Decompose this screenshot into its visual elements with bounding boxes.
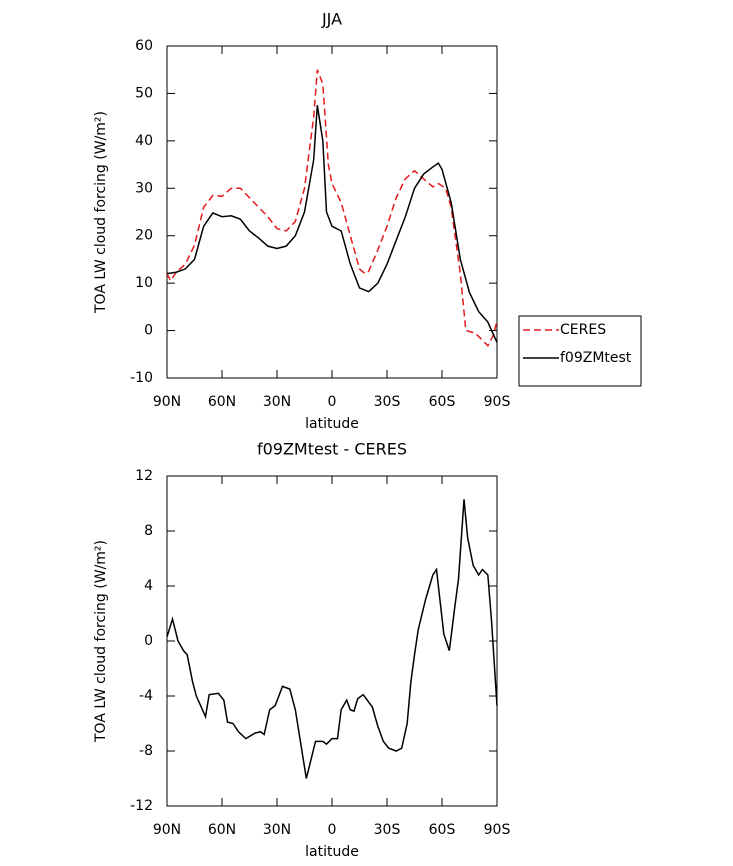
y-tick-label: 10 <box>135 275 153 291</box>
chart-title: f09ZMtest - CERES <box>257 440 407 459</box>
x-axis-label: latitude <box>305 844 359 860</box>
x-tick-label: 30S <box>374 394 401 410</box>
plot-frame <box>166 475 498 807</box>
x-tick-label: 60N <box>208 394 236 410</box>
x-axis-label: latitude <box>305 416 359 432</box>
panel: JJA latitude TOA LW cloud forcing (W/m²) 90… <box>93 10 642 432</box>
x-tick-label: 30S <box>374 822 401 838</box>
y-tick-label: 50 <box>135 85 153 101</box>
y-tick-label: 0 <box>144 323 153 339</box>
y-axis-label: TOA LW cloud forcing (W/m²) <box>93 540 109 743</box>
legend-box <box>518 315 642 387</box>
data-line <box>166 69 498 348</box>
x-tick-label: 0 <box>328 822 337 838</box>
panel: f09ZMtest - CERES latitude TOA LW cloud fo… <box>93 440 510 861</box>
data-line <box>166 499 498 779</box>
y-tick-label: 8 <box>144 523 153 539</box>
y-tick-label: 40 <box>135 133 153 149</box>
x-tick-label: 30N <box>263 394 291 410</box>
y-tick-label: -10 <box>130 370 153 386</box>
x-tick-label: 90N <box>153 394 181 410</box>
chart-title: JJA <box>321 10 342 29</box>
x-tick-label: 60N <box>208 822 236 838</box>
x-tick-label: 60S <box>429 394 456 410</box>
y-tick-label: 20 <box>135 228 153 244</box>
plot-frame <box>166 45 498 379</box>
x-tick-label: 90N <box>153 822 181 838</box>
legend-label: f09ZMtest <box>560 350 632 366</box>
y-tick-label: 30 <box>135 180 153 196</box>
y-tick-label: -12 <box>130 798 153 814</box>
y-axis-label: TOA LW cloud forcing (W/m²) <box>93 111 109 314</box>
y-tick-label: -8 <box>139 743 153 759</box>
x-tick-label: 30N <box>263 822 291 838</box>
y-tick-label: -4 <box>139 688 153 704</box>
x-tick-label: 0 <box>328 394 337 410</box>
data-line <box>166 105 498 343</box>
x-tick-label: 90S <box>484 822 511 838</box>
y-tick-label: 0 <box>144 633 153 649</box>
x-tick-label: 90S <box>484 394 511 410</box>
y-tick-label: 12 <box>135 468 153 484</box>
y-tick-label: 4 <box>144 578 153 594</box>
legend-label: CERES <box>560 322 606 338</box>
y-tick-label: 60 <box>135 38 153 54</box>
x-tick-label: 60S <box>429 822 456 838</box>
